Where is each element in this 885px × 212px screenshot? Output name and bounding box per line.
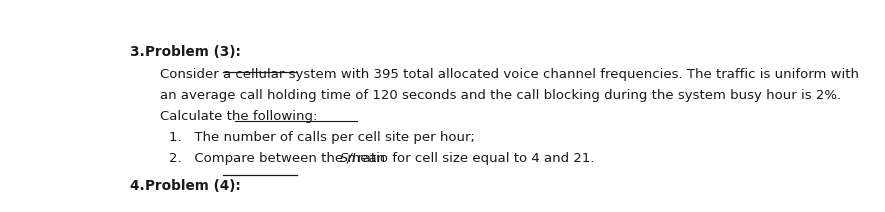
Text: Consider a cellular system with 395 total allocated voice channel frequencies. T: Consider a cellular system with 395 tota… xyxy=(160,68,859,81)
Text: ratio for cell size equal to 4 and 21.: ratio for cell size equal to 4 and 21. xyxy=(353,152,594,165)
Text: 3.: 3. xyxy=(130,45,154,59)
Text: an average call holding time of 120 seconds and the call blocking during the sys: an average call holding time of 120 seco… xyxy=(160,89,841,102)
Text: Problem (4):: Problem (4): xyxy=(145,179,241,193)
Text: Calculate the following:: Calculate the following: xyxy=(160,110,318,123)
Text: 1.   The number of calls per cell site per hour;: 1. The number of calls per cell site per… xyxy=(169,131,474,144)
Text: 2.   Compare between the mean: 2. Compare between the mean xyxy=(169,152,389,165)
Text: 4.: 4. xyxy=(130,179,154,193)
Text: S/I: S/I xyxy=(340,152,357,165)
Text: Problem (3):: Problem (3): xyxy=(145,45,241,59)
